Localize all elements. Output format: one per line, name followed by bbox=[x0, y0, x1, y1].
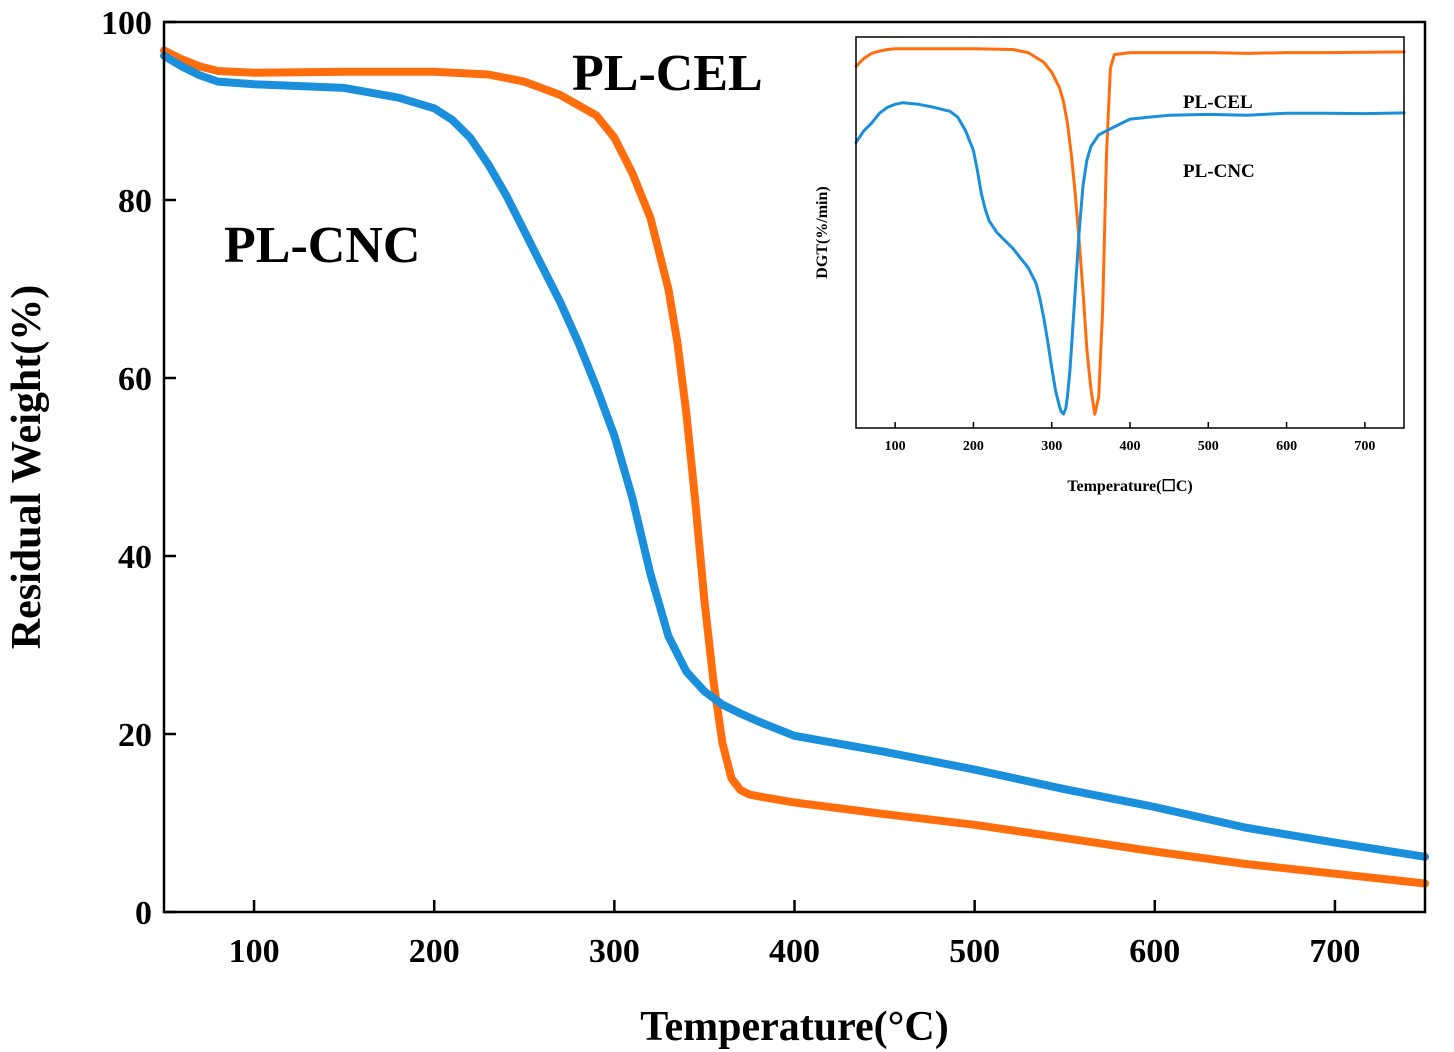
x-tick-label: 700 bbox=[1309, 933, 1360, 970]
x-axis-title: Temperature(☐C) bbox=[1067, 478, 1192, 495]
x-tick-label: 700 bbox=[1354, 439, 1375, 454]
x-tick-label: 400 bbox=[769, 933, 820, 970]
x-tick-label: 600 bbox=[1276, 439, 1297, 454]
y-tick-label: 20 bbox=[118, 717, 152, 754]
plot-frame bbox=[855, 36, 1405, 429]
annotation-pl-cel: PL-CEL bbox=[1183, 92, 1253, 113]
annotation-pl-cnc: PL-CNC bbox=[1183, 161, 1255, 182]
y-tick-label: 100 bbox=[101, 5, 152, 42]
series-line-pl-cnc bbox=[160, 51, 1429, 861]
x-tick-label: 600 bbox=[1129, 933, 1180, 970]
x-tick-label: 300 bbox=[1041, 439, 1062, 454]
x-tick-label: 500 bbox=[1198, 439, 1219, 454]
inset-dtg-chart: 100 200 300 400 500 600 700 Temperature(☐C) DGT(… bbox=[814, 36, 1406, 495]
series-line-pl-cel bbox=[160, 46, 1429, 888]
y-tick-label: 60 bbox=[118, 361, 152, 398]
x-tick-label: 200 bbox=[963, 439, 984, 454]
x-tick-label: 200 bbox=[409, 933, 460, 970]
y-tick-label: 40 bbox=[118, 539, 152, 576]
x-tick-label: 300 bbox=[589, 933, 640, 970]
y-tick-label: 80 bbox=[118, 183, 152, 220]
main-chart: 100 200 300 400 500 600 700 0 20 40 60 80 100 Tempera… bbox=[4, 5, 1429, 1050]
x-tick-label: 500 bbox=[949, 933, 1000, 970]
series-line-pl-cnc bbox=[854, 101, 1406, 416]
annotation-pl-cnc: PL-CNC bbox=[224, 217, 420, 274]
x-axis-title: Temperature(°C) bbox=[640, 1004, 948, 1050]
annotation-pl-cel: PL-CEL bbox=[572, 45, 763, 102]
series-line-pl-cel bbox=[854, 47, 1406, 416]
y-axis-title: DGT(%/min) bbox=[814, 186, 831, 278]
x-tick-label: 400 bbox=[1120, 439, 1141, 454]
y-axis-title: Residual Weight(%) bbox=[4, 285, 50, 649]
x-tick-label: 100 bbox=[885, 439, 906, 454]
plot-frame bbox=[162, 20, 1427, 914]
x-tick-label: 100 bbox=[229, 933, 280, 970]
y-tick-label: 0 bbox=[135, 895, 152, 932]
